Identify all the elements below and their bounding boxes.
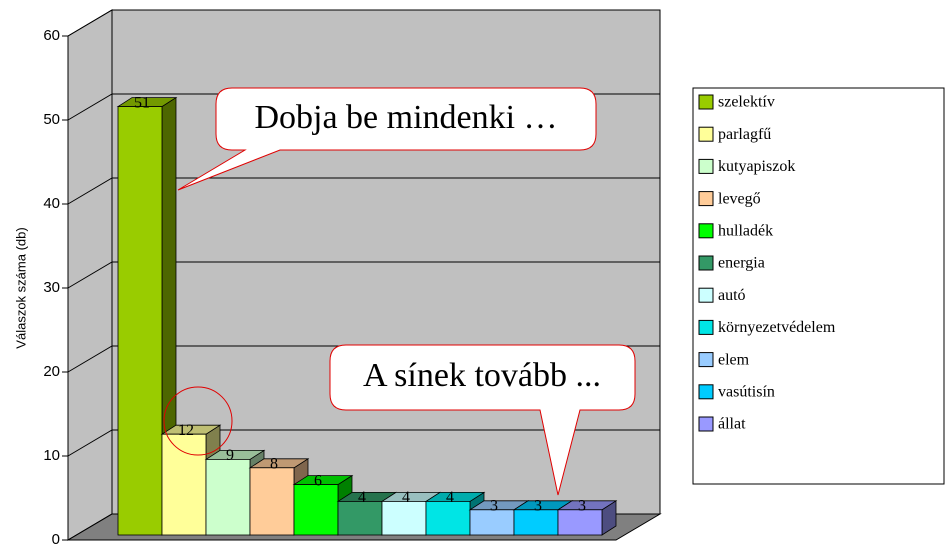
bar bbox=[337, 500, 383, 536]
grid-line bbox=[67, 429, 660, 457]
legend-swatch bbox=[698, 384, 714, 400]
bar bbox=[557, 509, 603, 536]
legend-swatch bbox=[698, 352, 714, 368]
legend-label: állat bbox=[718, 416, 746, 433]
legend-swatch bbox=[698, 255, 714, 271]
legend-label: kutyapiszok bbox=[718, 158, 795, 175]
callout bbox=[177, 87, 597, 191]
y-tick-label: 0 bbox=[52, 531, 60, 548]
legend-label: parlagfű bbox=[718, 126, 771, 143]
y-tick-label: 40 bbox=[43, 195, 60, 212]
legend-swatch bbox=[698, 158, 714, 174]
legend-label: környezetvédelem bbox=[718, 319, 836, 336]
y-tick-label: 50 bbox=[43, 111, 60, 128]
grid-line bbox=[67, 9, 660, 37]
y-tick-label: 10 bbox=[43, 447, 60, 464]
data-label: 3 bbox=[534, 497, 542, 514]
bar bbox=[117, 106, 163, 536]
legend-label: vasútisín bbox=[718, 383, 775, 400]
grid-line bbox=[67, 177, 660, 205]
bar bbox=[469, 509, 515, 536]
y-axis-label: Válaszok száma (db) bbox=[13, 227, 28, 348]
callout-text: Dobja be mindenki … bbox=[254, 99, 557, 136]
legend-swatch bbox=[698, 191, 714, 207]
legend-swatch bbox=[698, 319, 714, 335]
data-label: 4 bbox=[446, 489, 454, 506]
data-label: 6 bbox=[314, 472, 322, 489]
legend-swatch bbox=[698, 416, 714, 432]
bar bbox=[425, 500, 471, 536]
y-tick-label: 30 bbox=[43, 279, 60, 296]
grid-line bbox=[67, 261, 660, 289]
legend-swatch bbox=[698, 223, 714, 239]
data-label: 12 bbox=[178, 422, 194, 439]
legend-label: levegő bbox=[718, 190, 761, 207]
legend-swatch bbox=[698, 287, 714, 303]
callout-text: A sínek tovább ... bbox=[363, 357, 601, 394]
data-label: 8 bbox=[270, 455, 278, 472]
data-label: 4 bbox=[358, 489, 366, 506]
legend-swatch bbox=[698, 126, 714, 142]
data-label: 3 bbox=[490, 497, 498, 514]
bar bbox=[249, 467, 295, 536]
legend-label: autó bbox=[718, 287, 746, 304]
legend-label: hulladék bbox=[718, 222, 773, 239]
legend bbox=[692, 87, 945, 485]
data-label: 4 bbox=[402, 489, 410, 506]
y-tick-label: 20 bbox=[43, 363, 60, 380]
data-label: 51 bbox=[134, 94, 150, 111]
legend-label: elem bbox=[718, 351, 750, 368]
bar bbox=[205, 458, 251, 536]
bar bbox=[161, 433, 207, 536]
bar bbox=[513, 509, 559, 536]
data-label: 3 bbox=[578, 497, 586, 514]
legend-swatch bbox=[698, 94, 714, 110]
bar bbox=[381, 500, 427, 536]
data-label: 9 bbox=[226, 447, 234, 464]
legend-label: szelektív bbox=[718, 94, 775, 111]
y-tick-label: 60 bbox=[43, 27, 60, 44]
highlight-circle bbox=[163, 386, 233, 456]
callout bbox=[329, 344, 636, 496]
legend-label: energia bbox=[718, 255, 765, 272]
bar bbox=[293, 484, 339, 536]
